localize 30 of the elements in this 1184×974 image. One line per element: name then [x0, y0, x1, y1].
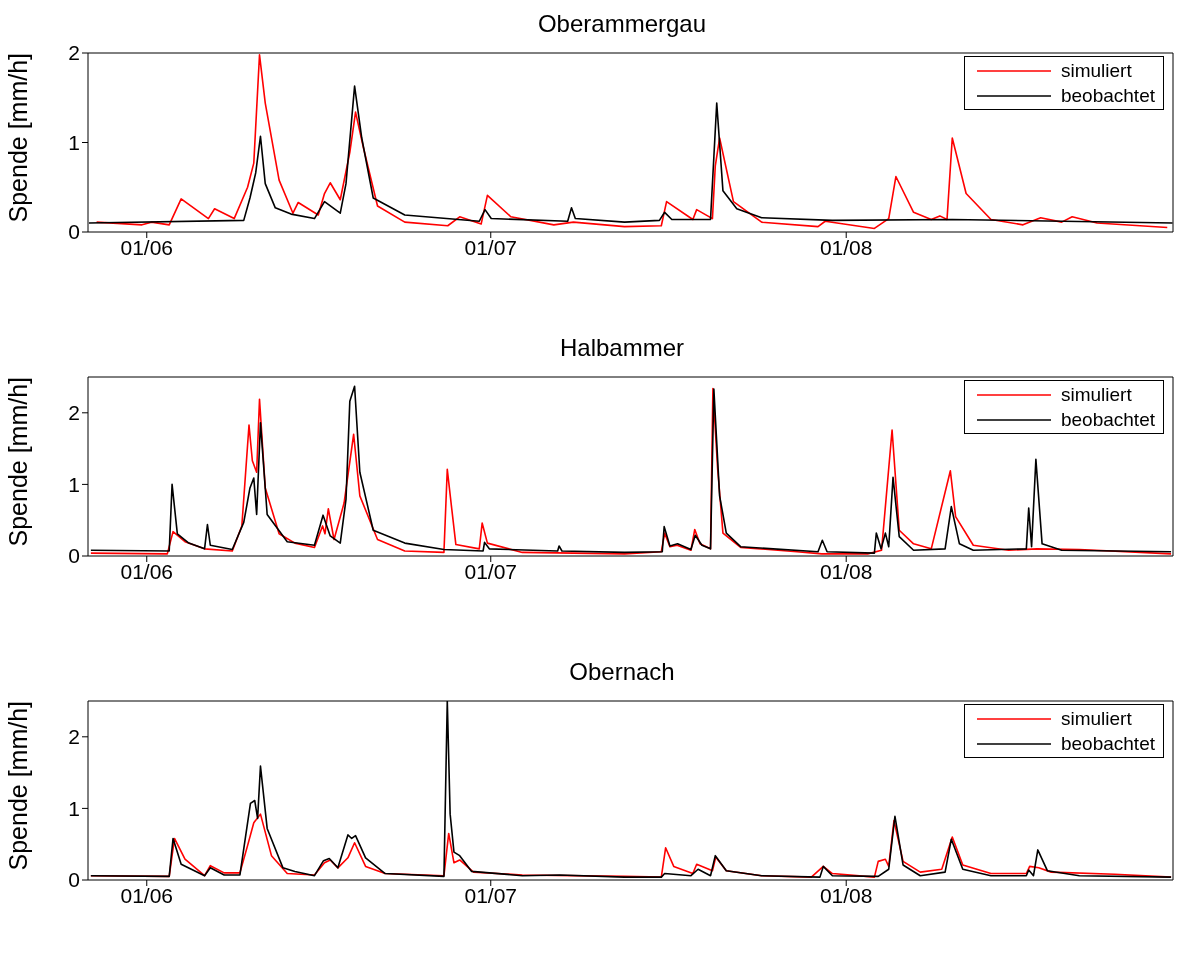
x-tick-label: 01/08	[819, 235, 873, 259]
x-tick-label: 01/07	[464, 235, 518, 259]
y-tick-label: 2	[68, 41, 80, 65]
y-tick-label: 1	[68, 796, 80, 820]
y-tick-label: 1	[68, 472, 80, 496]
y-tick-label: 0	[68, 220, 80, 244]
chart-title: Obernach	[568, 657, 676, 687]
y-tick-label: 2	[68, 401, 80, 425]
chart-title: Halbammer	[559, 333, 685, 363]
legend-label: simuliert	[1060, 383, 1132, 406]
x-tick-label: 01/08	[819, 883, 873, 907]
y-tick-label: 1	[68, 130, 80, 154]
x-tick-label: 01/06	[120, 883, 174, 907]
x-tick-label: 01/07	[464, 559, 518, 583]
y-axis-title: Spende [mm/h]	[3, 700, 32, 871]
y-tick-label: 0	[68, 544, 80, 568]
x-tick-label: 01/06	[120, 235, 174, 259]
x-tick-label: 01/07	[464, 883, 518, 907]
y-axis-title: Spende [mm/h]	[3, 376, 32, 547]
legend-label: simuliert	[1060, 59, 1132, 82]
legend-label: beobachtet	[1060, 732, 1155, 755]
y-axis-title: Spende [mm/h]	[3, 52, 32, 223]
x-tick-label: 01/08	[819, 559, 873, 583]
y-tick-label: 0	[68, 868, 80, 892]
chart-title: Oberammergau	[536, 9, 708, 39]
legend-label: beobachtet	[1060, 408, 1155, 431]
legend-label: beobachtet	[1060, 84, 1155, 107]
legend-label: simuliert	[1060, 707, 1132, 730]
y-tick-label: 2	[68, 725, 80, 749]
x-tick-label: 01/06	[120, 559, 174, 583]
